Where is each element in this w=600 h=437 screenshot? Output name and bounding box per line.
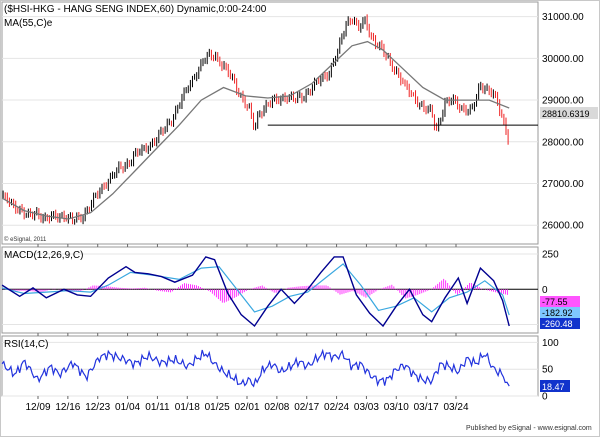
price-y-ticks: 31000.00 30000.00 29000.00 28000.00 27000.00… — [542, 12, 584, 232]
x-tick-label: 01/25 — [205, 402, 230, 413]
rsi-y-ticks: 100 50 0 — [542, 338, 559, 403]
x-tick-label: 03/17 — [414, 402, 439, 413]
x-tick-label: 12/23 — [85, 402, 110, 413]
x-tick-label: 02/17 — [294, 402, 319, 413]
macd-tick-label: 250 — [542, 250, 559, 261]
rsi-tick-label: 0 — [542, 392, 548, 403]
price-grid — [2, 16, 538, 226]
rsi-panel: RSI(14,C) 100 50 0 18.47 — [1, 335, 570, 403]
rsi-label: RSI(14,C) — [4, 339, 48, 350]
price-tick-label: 28000.00 — [542, 137, 584, 148]
macd-tick-label: 0 — [542, 285, 548, 296]
price-tick-label: 29000.00 — [542, 96, 584, 107]
rsi-last-tag-bg — [540, 380, 570, 392]
macd-hist-tag-bg — [540, 296, 580, 307]
macd-histogram — [2, 278, 508, 303]
x-tick-label: 02/01 — [234, 402, 259, 413]
price-last-tag: 28810.6319 — [542, 109, 590, 119]
price-last-tag-bg — [540, 107, 598, 119]
ma-line — [1, 40, 510, 220]
x-tick-label: 03/10 — [384, 402, 409, 413]
price-tick-label: 30000.00 — [542, 54, 584, 65]
x-tick-label: 02/24 — [324, 402, 349, 413]
price-ma-label: MA(55,C)e — [4, 18, 53, 29]
rsi-plot-area — [1, 335, 539, 397]
x-tick-label: 02/08 — [264, 402, 289, 413]
watermark: © eSignal, 2011 — [4, 236, 47, 243]
footer-credit: Published by eSignal - www.esignal.com — [466, 425, 592, 432]
macd-line — [1, 256, 510, 328]
price-tick-label: 26000.00 — [542, 221, 584, 232]
price-tick-label: 31000.00 — [542, 12, 584, 23]
x-tick-label: 12/09 — [25, 402, 50, 413]
x-tick-label: 03/24 — [443, 402, 468, 413]
price-tick-label: 27000.00 — [542, 179, 584, 190]
macd-signal-tag-bg — [540, 307, 580, 318]
x-tick-label: 01/04 — [115, 402, 140, 413]
x-tick-label: 12/16 — [55, 402, 80, 413]
macd-line-tag-bg — [540, 318, 580, 329]
rsi-tick-label: 100 — [542, 338, 559, 349]
macd-hist-tag: -77.55 — [542, 297, 568, 307]
macd-signal-tag: -182.92 — [542, 308, 573, 318]
rsi-line — [1, 348, 510, 388]
x-axis: 12/09 12/16 12/23 01/04 01/11 01/18 01/25 02/01… — [25, 244, 469, 413]
price-panel: ($HSI-HKG - HANG SENG INDEX,60) Dynamic,… — [1, 1, 598, 245]
macd-label: MACD(12,26,9,C) — [4, 250, 83, 261]
price-plot-area — [1, 1, 539, 245]
rsi-tick-label: 50 — [542, 365, 554, 376]
x-tick-label: 01/18 — [175, 402, 200, 413]
rsi-last-tag: 18.47 — [542, 382, 565, 392]
x-tick-label: 03/03 — [354, 402, 379, 413]
x-tick-label: 01/11 — [145, 402, 170, 413]
price-title: ($HSI-HKG - HANG SENG INDEX,60) Dynamic,… — [4, 4, 267, 15]
macd-line-tag: -260.48 — [542, 319, 573, 329]
